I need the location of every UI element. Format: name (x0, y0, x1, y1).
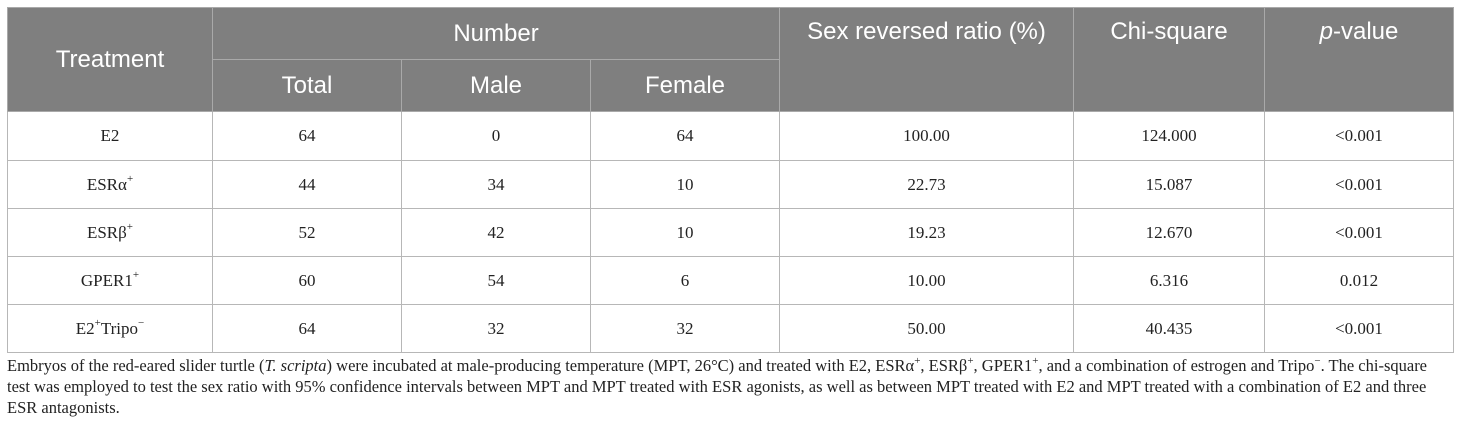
footnote-text: , ESRβ (920, 356, 968, 375)
cell-male: 42 (401, 208, 591, 257)
cell-treatment: GPER1+ (7, 256, 213, 305)
footnote-text: . The chi-square test was employed to te… (7, 356, 1428, 417)
cell-treatment: E2 (7, 111, 213, 161)
treatment-tail-sup: − (138, 316, 145, 329)
cell-total: 60 (212, 256, 402, 305)
cell-total: 64 (212, 304, 402, 353)
cell-p-value: <0.001 (1264, 208, 1455, 257)
cell-male: 32 (401, 304, 591, 353)
table-row: E2+Tripo− 64 32 32 50.00 40.435 <0.001 (7, 304, 1455, 353)
cell-male: 54 (401, 256, 591, 305)
footnote-text: , and a combination of estrogen and Trip… (1038, 356, 1315, 375)
cell-chi-square: 15.087 (1073, 160, 1266, 209)
treatment-sup: + (126, 172, 134, 185)
treatment-name: ESRβ (86, 222, 127, 242)
treatment-name: E2 (75, 318, 95, 338)
cell-treatment: ESRα+ (7, 160, 213, 209)
cell-total: 44 (212, 160, 402, 209)
cell-p-value: 0.012 (1264, 256, 1455, 305)
results-table: Treatment Number Sex reversed ratio (%) … (7, 7, 1455, 353)
cell-female: 10 (589, 160, 781, 209)
cell-female: 32 (589, 304, 781, 353)
table-header: Treatment Number Sex reversed ratio (%) … (7, 7, 1455, 112)
footnote-sup: + (914, 354, 921, 367)
header-male: Male (401, 59, 591, 112)
cell-sex-reversed-ratio: 50.00 (779, 304, 1075, 353)
cell-total: 64 (212, 111, 402, 161)
cell-female: 6 (589, 256, 781, 305)
treatment-name: E2 (100, 126, 120, 145)
cell-sex-reversed-ratio: 22.73 (779, 160, 1075, 209)
header-treatment: Treatment (7, 7, 213, 112)
treatment-tail: Tripo (100, 318, 139, 338)
table-footnote: Embryos of the red-eared slider turtle (… (7, 355, 1453, 418)
cell-sex-reversed-ratio: 10.00 (779, 256, 1075, 305)
cell-treatment: ESRβ+ (7, 208, 213, 257)
table-row: ESRβ+ 52 42 10 19.23 12.670 <0.001 (7, 208, 1455, 257)
cell-p-value: <0.001 (1264, 111, 1455, 161)
cell-chi-square: 40.435 (1073, 304, 1266, 353)
header-chi-square: Chi-square (1073, 7, 1266, 112)
cell-p-value: <0.001 (1264, 304, 1455, 353)
cell-sex-reversed-ratio: 100.00 (779, 111, 1075, 161)
treatment-sup: + (132, 268, 140, 281)
table-body: E2 64 0 64 100.00 124.000 <0.001 ESRα+ 44 34 10 22.… (7, 111, 1455, 353)
treatment-sup: + (126, 220, 134, 233)
header-number: Number (211, 7, 781, 60)
cell-sex-reversed-ratio: 19.23 (779, 208, 1075, 257)
header-sex-reversed-ratio: Sex reversed ratio (%) (779, 7, 1075, 112)
treatment-name: GPER1 (80, 270, 133, 290)
cell-male: 34 (401, 160, 591, 209)
cell-total: 52 (212, 208, 402, 257)
header-total: Total (212, 59, 402, 112)
cell-female: 64 (589, 111, 781, 161)
table-row: E2 64 0 64 100.00 124.000 <0.001 (7, 111, 1455, 161)
p-value-italic: p (1319, 18, 1333, 45)
header-p-value: p-value (1264, 7, 1455, 112)
table-row: GPER1+ 60 54 6 10.00 6.316 0.012 (7, 256, 1455, 305)
footnote-text: Embryos of the red-eared slider turtle ( (7, 356, 265, 375)
cell-treatment: E2+Tripo− (7, 304, 213, 353)
treatment-sup: + (94, 316, 101, 329)
table-row: ESRα+ 44 34 10 22.73 15.087 <0.001 (7, 160, 1455, 209)
cell-chi-square: 124.000 (1073, 111, 1266, 161)
p-value-rest: -value (1333, 18, 1399, 45)
footnote-sup: + (1032, 354, 1039, 367)
treatment-name: ESRα (86, 174, 127, 194)
footnote-text: ) were incubated at male-producing tempe… (326, 356, 915, 375)
cell-chi-square: 12.670 (1073, 208, 1266, 257)
cell-female: 10 (589, 208, 781, 257)
footnote-text: , GPER1 (973, 356, 1033, 375)
footnote-sup: + (967, 354, 974, 367)
header-female: Female (589, 59, 781, 112)
cell-male: 0 (401, 111, 591, 161)
footnote-sup: − (1314, 354, 1321, 367)
footnote-species: T. scripta (264, 356, 327, 375)
cell-chi-square: 6.316 (1073, 256, 1266, 305)
cell-p-value: <0.001 (1264, 160, 1455, 209)
